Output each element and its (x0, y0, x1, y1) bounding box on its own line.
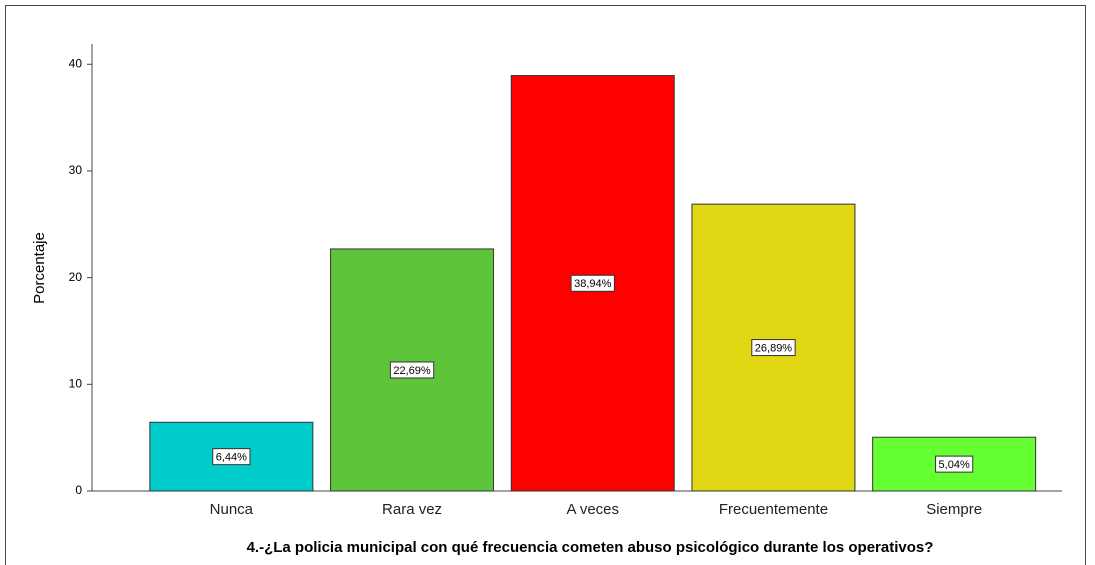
y-axis-label: Porcentaje (31, 232, 48, 304)
value-label-box (389, 361, 435, 379)
value-label-box (751, 339, 796, 357)
y-tick-label: 30 (69, 163, 83, 177)
value-label: 38,94% (574, 278, 612, 290)
y-tick-label: 40 (69, 56, 83, 70)
x-tick-label: Siempre (926, 501, 982, 518)
value-label-box (935, 455, 974, 473)
value-label: 6,44% (216, 452, 247, 464)
value-label: 5,04% (939, 459, 970, 471)
x-tick-label: A veces (566, 501, 619, 518)
y-tick-label: 0 (75, 483, 82, 497)
value-label-box (212, 448, 251, 466)
y-tick-label: 20 (69, 270, 83, 284)
value-label-box (570, 274, 615, 292)
value-label: 22,69% (393, 365, 431, 377)
x-tick-label: Frecuentemente (719, 501, 828, 518)
y-tick-label: 10 (69, 376, 83, 390)
x-tick-label: Rara vez (382, 501, 442, 518)
x-axis-label: 4.-¿La policia municipal con qué frecuen… (247, 539, 934, 556)
value-label: 26,89% (755, 342, 793, 354)
x-tick-label: Nunca (210, 501, 254, 518)
